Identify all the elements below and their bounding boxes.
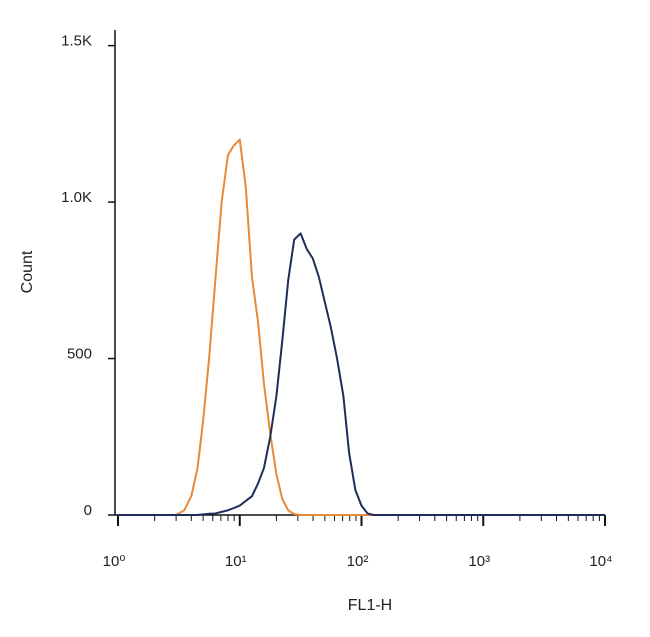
- histogram-line: [118, 232, 605, 516]
- y-tick-label: 0: [84, 502, 92, 519]
- x-axis-label: FL1-H: [348, 597, 392, 614]
- y-tick-label: 500: [67, 346, 92, 363]
- y-axis-label: Count: [19, 250, 36, 293]
- x-tick-label: 10⁴: [589, 553, 612, 570]
- y-tick-label: 1.0K: [61, 189, 92, 206]
- x-tick-label: 10²: [347, 553, 369, 570]
- y-tick-label: 1.5K: [61, 33, 92, 50]
- histogram-line: [118, 138, 605, 516]
- x-tick-label: 10⁰: [103, 553, 126, 570]
- x-tick-label: 10³: [468, 553, 490, 570]
- x-tick-label: 10¹: [225, 553, 247, 570]
